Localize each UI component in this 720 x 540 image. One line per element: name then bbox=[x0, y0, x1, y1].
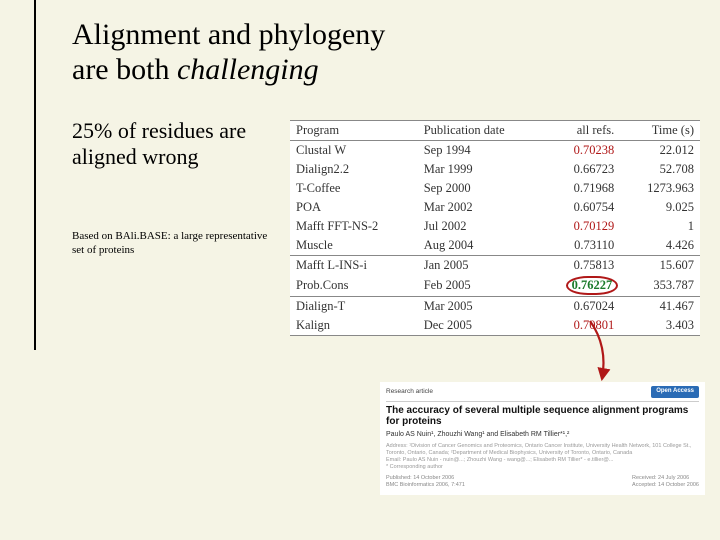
cell-date: Sep 1994 bbox=[418, 141, 544, 161]
cell-date: Mar 2002 bbox=[418, 198, 544, 217]
col-time: Time (s) bbox=[620, 121, 700, 141]
subheading: 25% of residues are aligned wrong bbox=[72, 118, 262, 171]
table-row: KalignDec 20050.708013.403 bbox=[290, 316, 700, 336]
table-row: Prob.ConsFeb 20050.76227353.787 bbox=[290, 275, 700, 297]
table-row: Dialign-TMar 20050.6702441.467 bbox=[290, 297, 700, 317]
cell-refs: 0.70238 bbox=[544, 141, 621, 161]
cell-refs: 0.71968 bbox=[544, 179, 621, 198]
article-authors: Paulo AS Nuin¹, Zhouzhi Wang¹ and Elisab… bbox=[386, 431, 699, 440]
cell-time: 52.708 bbox=[620, 160, 700, 179]
article-published: Published: 14 October 2006 BMC Bioinform… bbox=[386, 475, 465, 489]
cell-date: Jan 2005 bbox=[418, 256, 544, 276]
cell-date: Sep 2000 bbox=[418, 179, 544, 198]
table-row: MuscleAug 20040.731104.426 bbox=[290, 236, 700, 256]
cell-program: Muscle bbox=[290, 236, 418, 256]
title-line1: Alignment and phylogeny bbox=[72, 18, 385, 51]
cell-time: 353.787 bbox=[620, 275, 700, 297]
cell-date: Dec 2005 bbox=[418, 316, 544, 336]
cell-time: 41.467 bbox=[620, 297, 700, 317]
cell-refs: 0.67024 bbox=[544, 297, 621, 317]
table-row: Clustal WSep 19940.7023822.012 bbox=[290, 141, 700, 161]
cell-refs: 0.73110 bbox=[544, 236, 621, 256]
slide-title: Alignment and phylogeny are both challen… bbox=[72, 18, 385, 87]
cell-date: Feb 2005 bbox=[418, 275, 544, 297]
article-corresponding: * Corresponding author bbox=[386, 464, 699, 471]
col-program: Program bbox=[290, 121, 418, 141]
research-label: Research article bbox=[386, 388, 433, 396]
title-emph: challenging bbox=[177, 53, 319, 86]
table-row: T-CoffeeSep 20000.719681273.963 bbox=[290, 179, 700, 198]
cell-refs: 0.75813 bbox=[544, 256, 621, 276]
cell-date: Aug 2004 bbox=[418, 236, 544, 256]
cell-time: 3.403 bbox=[620, 316, 700, 336]
cell-time: 9.025 bbox=[620, 198, 700, 217]
article-email: Email: Paulo AS Nuin - nuin@...; Zhouzhi… bbox=[386, 457, 699, 464]
title-line2a: are both bbox=[72, 53, 177, 86]
cell-program: Kalign bbox=[290, 316, 418, 336]
cell-time: 22.012 bbox=[620, 141, 700, 161]
article-divider bbox=[386, 401, 699, 402]
published-date: Published: 14 October 2006 bbox=[386, 475, 465, 482]
table-row: POAMar 20020.607549.025 bbox=[290, 198, 700, 217]
benchmark-table: Program Publication date all refs. Time … bbox=[290, 120, 700, 336]
cell-date: Jul 2002 bbox=[418, 217, 544, 236]
table-row: Mafft L-INS-iJan 20050.7581315.607 bbox=[290, 256, 700, 276]
cell-program: T-Coffee bbox=[290, 179, 418, 198]
cell-date: Mar 1999 bbox=[418, 160, 544, 179]
accepted-date: Accepted: 14 October 2006 bbox=[632, 482, 699, 489]
cell-refs: 0.66723 bbox=[544, 160, 621, 179]
cell-program: Dialign2.2 bbox=[290, 160, 418, 179]
left-rule bbox=[34, 0, 36, 350]
cell-time: 1273.963 bbox=[620, 179, 700, 198]
cell-program: Mafft L-INS-i bbox=[290, 256, 418, 276]
open-access-badge: Open Access bbox=[651, 386, 699, 398]
cell-refs: 0.70129 bbox=[544, 217, 621, 236]
cell-date: Mar 2005 bbox=[418, 297, 544, 317]
article-address: Address: ¹Division of Cancer Genomics an… bbox=[386, 443, 699, 457]
cell-time: 4.426 bbox=[620, 236, 700, 256]
caption: Based on BAli.BASE: a large representati… bbox=[72, 230, 277, 258]
received-date: Received: 24 July 2006 bbox=[632, 475, 699, 482]
cell-program: POA bbox=[290, 198, 418, 217]
published-source: BMC Bioinformatics 2006, 7:471 bbox=[386, 482, 465, 489]
cell-program: Clustal W bbox=[290, 141, 418, 161]
table-row: Dialign2.2Mar 19990.6672352.708 bbox=[290, 160, 700, 179]
cell-time: 1 bbox=[620, 217, 700, 236]
cell-refs: 0.76227 bbox=[544, 275, 621, 297]
article-dates-right: Received: 24 July 2006 Accepted: 14 Octo… bbox=[632, 475, 699, 489]
table-row: Mafft FFT-NS-2Jul 20020.701291 bbox=[290, 217, 700, 236]
col-date: Publication date bbox=[418, 121, 544, 141]
table-header-row: Program Publication date all refs. Time … bbox=[290, 121, 700, 141]
article-snippet: Research article Open Access The accurac… bbox=[380, 382, 705, 495]
col-refs: all refs. bbox=[544, 121, 621, 141]
cell-refs: 0.60754 bbox=[544, 198, 621, 217]
cell-program: Prob.Cons bbox=[290, 275, 418, 297]
article-title: The accuracy of several multiple sequenc… bbox=[386, 405, 699, 428]
cell-time: 15.607 bbox=[620, 256, 700, 276]
cell-program: Dialign-T bbox=[290, 297, 418, 317]
cell-program: Mafft FFT-NS-2 bbox=[290, 217, 418, 236]
